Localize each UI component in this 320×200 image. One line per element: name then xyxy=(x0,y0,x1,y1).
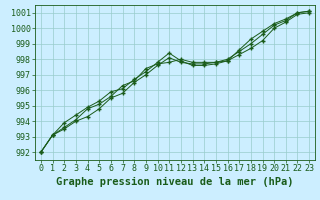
X-axis label: Graphe pression niveau de la mer (hPa): Graphe pression niveau de la mer (hPa) xyxy=(56,177,294,187)
